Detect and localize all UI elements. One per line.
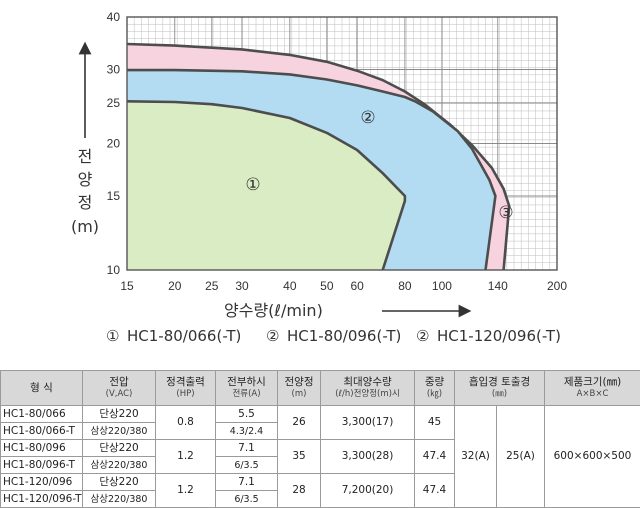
header-weight-unit: (㎏) [415, 388, 454, 400]
y-tick-label: 10 [107, 263, 121, 277]
header-bore-unit: (㎜) [455, 388, 544, 400]
weight-cell: 47.4 [415, 440, 455, 474]
header-product-size: 제품크기(㎜)A×B×C [545, 371, 640, 406]
x-tick-label: 140 [488, 279, 508, 293]
model-cell: HC1-80/066-T [1, 423, 83, 440]
header-max-flow-text: 최대양수량 [343, 376, 391, 388]
x-tick-label: 200 [547, 279, 567, 293]
region-label-1: ① [245, 175, 260, 195]
x-tick-label: 40 [283, 279, 297, 293]
x-tick-label: 100 [432, 279, 452, 293]
header-bore: 흡입경 토출경(㎜) [455, 371, 545, 406]
weight-cell: 47.4 [415, 474, 455, 508]
max-flow-cell: 3,300(17) [321, 406, 415, 440]
y-tick-label: 25 [107, 96, 121, 110]
y-axis-label: 전 양 정 (m) [71, 147, 99, 236]
current-cell: 6/3.5 [216, 491, 278, 508]
header-rated-output-text: 정격출력 [166, 376, 205, 388]
current-cell: 7.1 [216, 474, 278, 491]
header-total-head-text: 전양정 [285, 376, 314, 388]
voltage-cell: 단상220 [83, 406, 156, 423]
current-cell: 7.1 [216, 440, 278, 457]
x-axis-label: 양수량(ℓ/min) [224, 301, 323, 320]
header-max-flow-unit: (ℓ/h)전양정(m)시 [321, 388, 414, 400]
x-tick-label: 25 [205, 279, 219, 293]
rated-output-cell: 0.8 [156, 406, 216, 440]
region-label-2: ② [360, 108, 375, 128]
region-label-3: ③ [498, 203, 513, 223]
current-cell: 6/3.5 [216, 457, 278, 474]
table-row: HC1-80/066 단상220 0.8 5.5 26 3,300(17) 45… [1, 406, 640, 423]
x-tick-label: 20 [168, 279, 182, 293]
legend-text-3: HC1-120/096(-T) [437, 327, 561, 345]
rated-output-cell: 1.2 [156, 474, 216, 508]
product-size-cell: 600×600×500 [545, 406, 640, 508]
header-model: 형 식 [1, 371, 83, 406]
header-product-size-unit: A×B×C [545, 388, 640, 400]
header-full-load-current-text: 전부하시 [227, 376, 266, 388]
header-weight-text: 중량 [425, 376, 444, 388]
header-voltage-text: 전압 [109, 376, 128, 388]
header-total-head: 전양정(m) [278, 371, 321, 406]
x-tick-label: 15 [120, 279, 134, 293]
y-tick-label: 15 [107, 189, 121, 203]
total-head-cell: 28 [278, 474, 321, 508]
header-total-head-unit: (m) [278, 388, 320, 400]
x-tick-label: 80 [398, 279, 412, 293]
header-discharge-text: 토출경 [501, 376, 530, 388]
model-cell: HC1-120/096-T [1, 491, 83, 508]
x-tick-label: 30 [235, 279, 249, 293]
max-flow-cell: 3,300(28) [321, 440, 415, 474]
voltage-cell: 단상220 [83, 474, 156, 491]
header-max-flow: 최대양수량(ℓ/h)전양정(m)시 [321, 371, 415, 406]
legend-mark-2: ② [266, 327, 279, 345]
total-head-cell: 26 [278, 406, 321, 440]
header-weight: 중량(㎏) [415, 371, 455, 406]
y-axis-label-char: 양 [78, 170, 93, 189]
header-product-size-text: 제품크기(㎜) [564, 376, 621, 388]
y-tick-label: 20 [107, 137, 121, 151]
legend-mark-3: ② [416, 327, 429, 345]
weight-cell: 45 [415, 406, 455, 440]
x-axis-ticks: 15 20 25 30 40 50 60 80 100 140 200 [120, 279, 567, 293]
voltage-cell: 삼상220/380 [83, 423, 156, 440]
legend-text-1: HC1-80/066(-T) [127, 327, 241, 345]
model-cell: HC1-80/096 [1, 440, 83, 457]
legend-text-2: HC1-80/096(-T) [287, 327, 401, 345]
total-head-cell: 35 [278, 440, 321, 474]
rated-output-cell: 1.2 [156, 440, 216, 474]
legend-mark-1: ① [106, 327, 119, 345]
model-cell: HC1-80/066 [1, 406, 83, 423]
discharge-cell: 25(A) [497, 406, 545, 508]
max-flow-cell: 7,200(20) [321, 474, 415, 508]
header-model-text: 형 식 [30, 382, 53, 394]
y-tick-label: 30 [107, 63, 121, 77]
pump-performance-chart: 15 20 25 30 40 50 60 80 100 140 200 10 15 20 25 30 40 ①… [0, 0, 640, 362]
model-cell: HC1-80/096-T [1, 457, 83, 474]
suction-cell: 32(A) [455, 406, 497, 508]
y-tick-label: 40 [107, 10, 121, 24]
header-rated-output: 정격출력(HP) [156, 371, 216, 406]
voltage-cell: 단상220 [83, 440, 156, 457]
current-cell: 4.3/2.4 [216, 423, 278, 440]
header-full-load-current-unit: 전류(A) [216, 388, 277, 400]
y-axis-ticks: 10 15 20 25 30 40 [107, 10, 121, 277]
header-suction-text: 흡입경 [469, 376, 498, 388]
current-cell: 5.5 [216, 406, 278, 423]
model-cell: HC1-120/096 [1, 474, 83, 491]
x-tick-label: 50 [320, 279, 334, 293]
y-axis-label-char: 전 [78, 147, 93, 166]
y-axis-label-char: 정 [78, 193, 93, 212]
y-axis-label-char: (m) [71, 217, 99, 236]
x-tick-label: 60 [350, 279, 364, 293]
header-voltage: 전압(V,AC) [83, 371, 156, 406]
header-rated-output-unit: (HP) [156, 388, 215, 400]
header-voltage-unit: (V,AC) [83, 388, 155, 400]
legend: ① HC1-80/066(-T) ② HC1-80/096(-T) ② HC1-… [106, 327, 561, 345]
voltage-cell: 삼상220/380 [83, 457, 156, 474]
voltage-cell: 삼상220/380 [83, 491, 156, 508]
